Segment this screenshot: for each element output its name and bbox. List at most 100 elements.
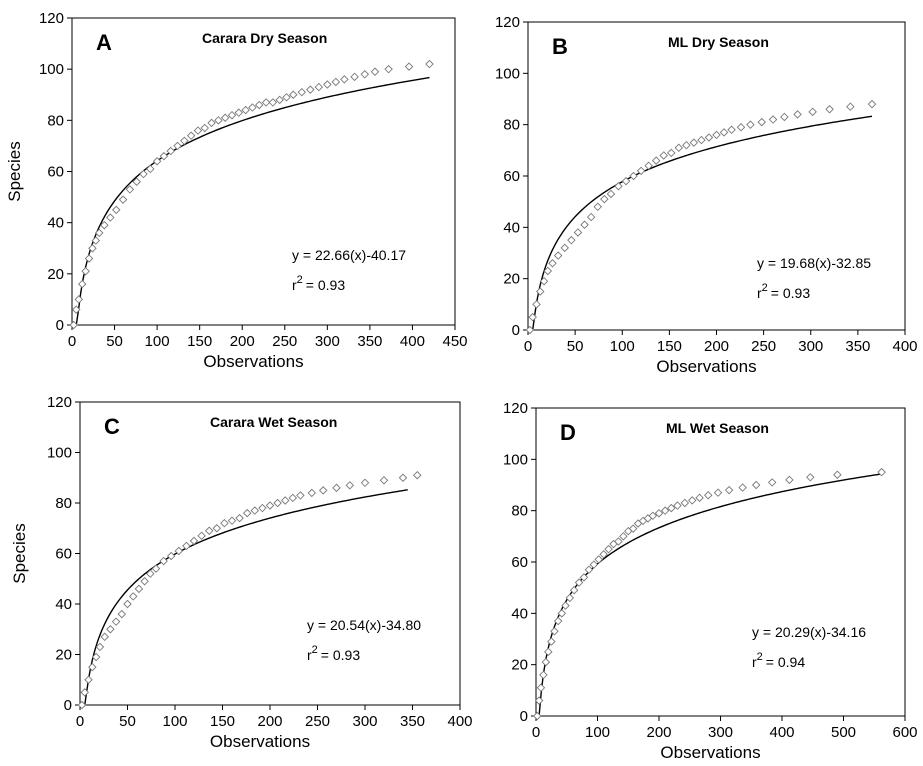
data-point (569, 585, 579, 595)
data-point (536, 683, 546, 693)
data-point (166, 551, 176, 561)
data-point (557, 609, 567, 618)
data-point (614, 182, 623, 191)
data-point (261, 98, 271, 107)
data-point (234, 108, 244, 117)
data-point (332, 483, 341, 493)
data-point (118, 195, 128, 204)
observed-series (69, 59, 434, 330)
data-point (539, 670, 548, 680)
plot-frame (79, 401, 461, 706)
x-tick-label: 400 (447, 713, 472, 730)
data-point (651, 156, 661, 165)
data-point (74, 295, 84, 304)
data-point (106, 213, 115, 222)
data-point (680, 498, 690, 508)
data-point (106, 625, 115, 634)
data-point (660, 506, 670, 515)
y-tick-label: 120 (47, 394, 72, 411)
data-point (100, 632, 109, 642)
plot-frame (535, 407, 906, 717)
data-point (543, 266, 553, 276)
data-point (574, 578, 584, 587)
data-point (384, 64, 393, 74)
data-point (180, 136, 189, 146)
x-tick-label: 250 (272, 333, 297, 350)
data-point (532, 711, 542, 721)
x-tick-label: 200 (646, 724, 671, 741)
x-tick-label: 50 (106, 333, 123, 350)
fit-curve (75, 76, 430, 326)
r-squared-exponent: 2 (312, 644, 318, 656)
x-tick-label: 300 (708, 724, 733, 741)
data-point (95, 642, 105, 652)
data-point (282, 93, 291, 102)
data-point (629, 171, 638, 181)
x-tick-label: 100 (585, 724, 610, 741)
y-axis-label: Species (10, 523, 29, 583)
data-point (674, 143, 684, 153)
r-squared-exponent: 2 (757, 651, 763, 663)
data-point (307, 488, 317, 498)
data-point (614, 537, 623, 546)
data-point (877, 467, 886, 477)
data-point (227, 516, 237, 525)
data-point (189, 536, 199, 546)
panel-letter: A (96, 30, 112, 55)
data-point (360, 70, 370, 79)
data-point (648, 511, 658, 521)
y-tick-label: 100 (495, 65, 520, 82)
x-tick-label: 300 (798, 338, 823, 355)
data-point (738, 483, 747, 492)
x-tick-label: 300 (352, 713, 377, 730)
data-point (689, 138, 699, 147)
y-tick-label: 20 (47, 266, 64, 283)
data-point (567, 235, 576, 245)
panel-c: 0 50 100 150 200 250 300 350 400 0 20 40 60 80 100 120 O… (10, 394, 473, 751)
data-point (132, 177, 141, 186)
data-point (528, 312, 537, 322)
data-point (593, 202, 602, 212)
data-point (727, 125, 736, 135)
x-tick-label: 0 (532, 724, 540, 741)
x-tick-label: 200 (704, 338, 729, 355)
y-tick-label: 0 (64, 697, 72, 714)
data-point (757, 117, 766, 127)
y-tick-label: 60 (511, 554, 528, 571)
x-axis-label: Observations (660, 743, 760, 762)
x-tick-label: 150 (187, 333, 212, 350)
data-point (323, 80, 332, 89)
data-point (151, 564, 161, 573)
data-point (550, 627, 559, 636)
panel-title: ML Dry Season (668, 34, 769, 50)
x-tick-label: 50 (567, 338, 584, 355)
data-point (736, 122, 746, 132)
data-point (91, 652, 101, 662)
data-point (724, 485, 734, 495)
y-axis-label: Species (5, 141, 24, 201)
data-point (751, 480, 761, 490)
y-tick-label: 60 (503, 168, 520, 185)
data-point (193, 126, 203, 135)
data-point (644, 161, 653, 170)
data-point (84, 675, 93, 684)
data-point (159, 556, 168, 566)
data-point (541, 657, 551, 667)
fit-equation: y = 20.54(x)-34.80 (307, 617, 421, 633)
data-point (72, 305, 81, 314)
data-point (350, 72, 359, 82)
y-tick-label: 20 (511, 657, 528, 674)
x-tick-label: 450 (442, 333, 467, 350)
data-point (586, 212, 596, 222)
data-point (544, 647, 553, 657)
x-axis-label: Observations (210, 732, 310, 751)
panel-letter: C (104, 414, 120, 439)
data-point (553, 251, 563, 260)
data-point (398, 473, 408, 482)
data-point (212, 524, 222, 533)
r-squared-symbol: r (757, 285, 762, 301)
data-point (413, 470, 422, 480)
x-tick-label: 350 (845, 338, 870, 355)
data-point (258, 503, 267, 513)
